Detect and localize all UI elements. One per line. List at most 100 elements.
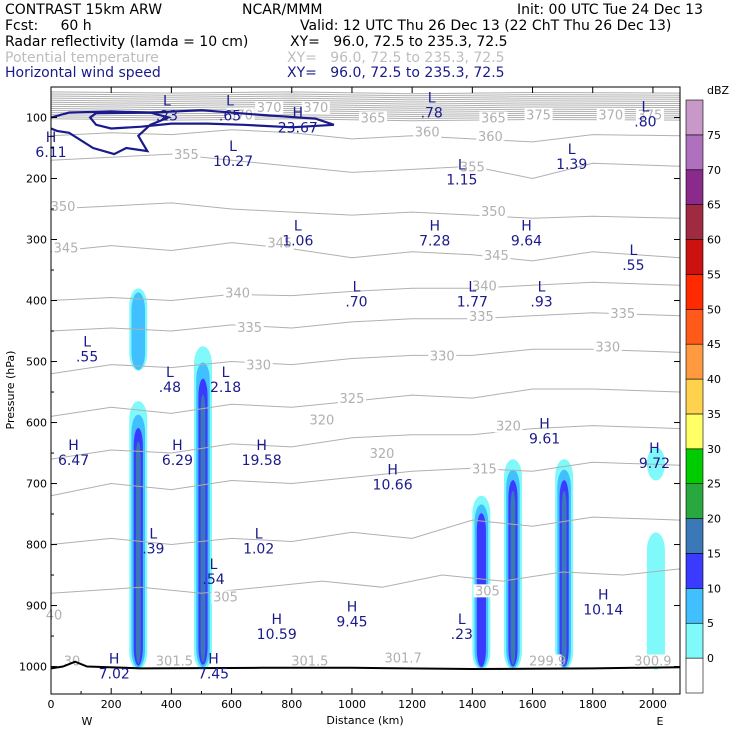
wind-extremum-value: .93 [530,294,552,310]
wind-extremum-value: .48 [159,380,181,396]
colorbar-label: 60 [707,234,721,247]
theta-contour [50,103,681,107]
theta-label: 350 [51,200,76,215]
colorbar-swatch [685,343,704,380]
theta-label: 350 [481,205,506,220]
wind-extremum-value: 6.29 [162,453,193,469]
theta-label: 365 [361,112,386,127]
header-xy2: XY= 96.0, 72.5 to 235.3, 72.5 [287,50,505,66]
wind-extremum-value: .65 [219,108,241,124]
theta-contour [50,114,681,118]
theta-label-bg [608,306,637,320]
wind-extremum-type: L [149,526,157,542]
colorbar-swatch [685,518,704,554]
colorbar-label: 5 [707,617,714,630]
theta-label-bg [244,358,273,372]
theta-label-bg [307,413,336,427]
colorbar-swatch [685,378,704,415]
wind-extremum-type: H [293,106,304,122]
theta-contour [50,312,681,332]
colorbar-swatch [685,553,704,589]
y-tick-label: 700 [26,478,47,491]
theta-label: 370 [257,101,282,116]
wind-extremum-value: 10.66 [373,477,413,493]
theta-label-bg [223,286,252,300]
theta-contour [50,93,681,97]
theta-label: 325 [340,392,365,407]
theta-label-bg [265,236,294,250]
theta-label: 305 [213,590,238,605]
theta-contour [50,101,681,105]
theta-label: 301.5 [156,654,193,669]
wind-extremum-value: 1.02 [243,541,274,557]
wind-extremum-value: 2.18 [210,380,241,396]
theta-contour [50,425,681,460]
theta-label: 335 [610,307,635,322]
wind-extremum-type: H [521,218,532,234]
wind-extremum-value: .70 [345,294,367,310]
wind-extremum-value: 10.14 [583,602,623,618]
x-tick-label: 200 [101,698,122,711]
theta-label-bg [467,309,496,323]
theta-contour [50,281,681,302]
theta-label: 355 [460,160,485,175]
theta-label: 360 [478,130,503,145]
theta-label-bg [172,148,201,162]
wind-contour-layer [50,109,335,156]
wind-extremum-value: 1.15 [446,172,477,188]
wind-extremum-type: L [428,90,436,106]
theta-contour [50,118,681,122]
wind-extremum-value: 1.06 [282,233,313,249]
theta-contour [50,107,681,111]
wind-extremum-value: 1.39 [556,157,587,173]
theta-label: 40 [46,609,63,624]
colorbar-label: 25 [707,478,721,491]
theta-contour [50,568,681,594]
colorbar-label: 45 [707,338,721,351]
y-tick-label: 500 [26,356,47,369]
theta-label: 345 [484,249,509,264]
x-tick-label: 0 [48,698,55,711]
y-tick-label: 100 [26,112,47,125]
theta-label-bg [479,111,508,125]
theta-contour [50,91,681,95]
colorbar-label: 75 [707,129,721,142]
header-field3: Horizontal wind speed [5,65,161,81]
x-end-right: E [657,715,664,728]
x-tick-label: 1000 [338,698,366,711]
theta-label-bg [470,279,499,293]
theta-contour [50,99,681,103]
theta-label: 320 [370,447,395,462]
colorbar-swatch [685,134,704,171]
theta-contour [50,348,681,375]
theta-label: 375 [526,109,551,124]
wind-extremum-type: L [568,142,576,158]
wind-extremum-type: H [109,652,120,668]
wind-extremum-value: 23.67 [278,121,318,137]
theta-contour [50,129,681,143]
y-tick-label: 900 [26,600,47,613]
theta-contour [50,95,681,99]
colorbar-swatch [685,308,704,345]
header-field2: Potential temperature [5,50,159,66]
colorbar-label: 15 [707,547,721,560]
colorbar-swatch [685,622,704,659]
wind-extremum-value: .39 [142,541,164,557]
theta-contour-layer: 320 315 305 305 320 320 325 330 330 330 335 335 335 3… [40,91,681,669]
header-field1: Radar reflectivity (lamda = 10 cm) [5,34,249,50]
colorbar-unit: dBZ [707,84,730,97]
theta-label-bg [359,111,388,125]
reflectivity-cell [131,292,146,371]
wind-extremum-type: L [458,612,466,628]
theta-contour [50,202,681,219]
theta-label-bg [596,108,625,122]
colorbar-label: 20 [707,513,721,526]
colorbar: 0 5 10 15 20 25 30 35 40 45 50 55 60 65 70 75 [685,99,721,694]
theta-contour [50,105,681,109]
theta-label-bg [337,392,366,406]
colorbar-label: 50 [707,303,721,316]
wind-extremum-type: L [222,365,230,381]
reflectivity-cell [646,446,665,481]
theta-label: 340 [225,287,250,302]
